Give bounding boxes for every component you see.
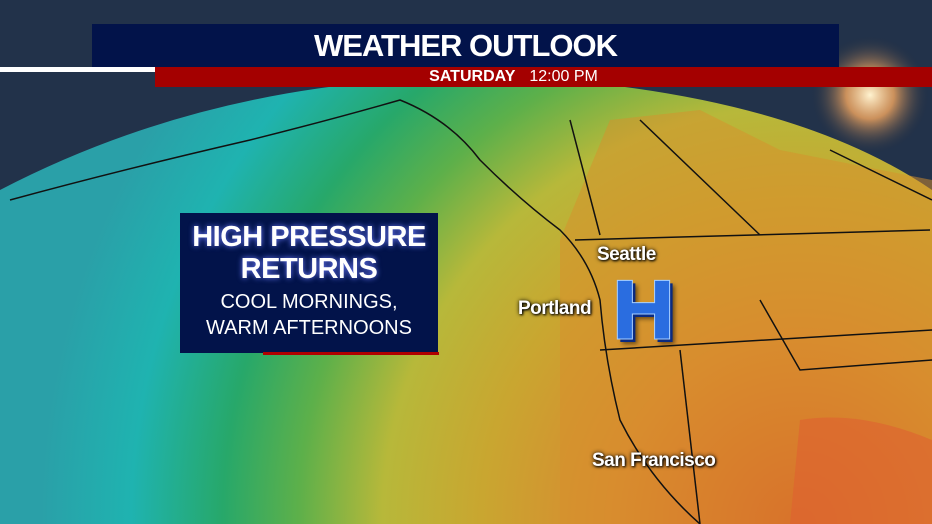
high-pressure-symbol: H: [610, 265, 678, 358]
sun-glow: [810, 35, 930, 155]
banner-accent-line: [0, 67, 160, 72]
detail-line-1: COOL MORNINGS,: [220, 291, 398, 313]
headline-line-1: HIGH PRESSURE: [192, 221, 426, 253]
city-label-portland: Portland: [518, 298, 592, 319]
info-box: HIGH PRESSURE RETURNS COOL MORNINGS, WAR…: [180, 213, 438, 353]
forecast-time: 12:00 PM: [529, 68, 598, 85]
headline-line-2: RETURNS: [240, 253, 378, 285]
title-banner: WEATHER OUTLOOK: [92, 24, 839, 68]
coastlines-and-borders: [9, 99, 932, 524]
info-box-accent: [263, 352, 439, 355]
page-title: WEATHER OUTLOOK: [313, 28, 618, 63]
city-label-san-francisco: San Francisco: [592, 450, 716, 471]
time-banner: SATURDAY 12:00 PM: [155, 67, 932, 87]
city-label-seattle: Seattle: [597, 244, 656, 265]
land-hot-area: [790, 417, 932, 524]
detail-line-2: WARM AFTERNOONS: [206, 317, 412, 339]
forecast-day: SATURDAY: [429, 68, 516, 85]
